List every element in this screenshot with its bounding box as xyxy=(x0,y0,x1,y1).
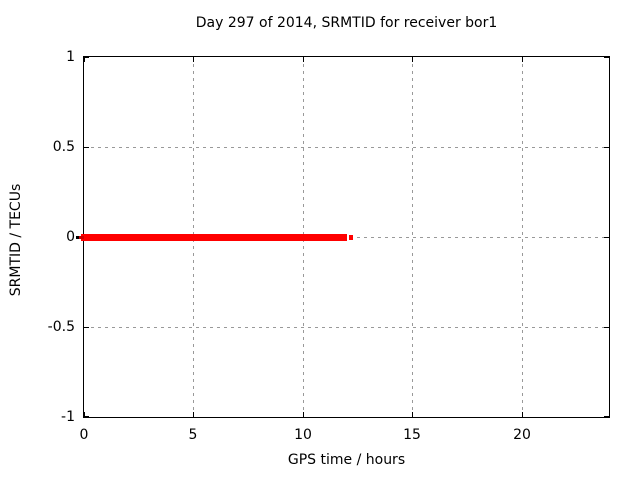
y-tick-label: 0 xyxy=(66,229,75,245)
y-tick-label: -0.5 xyxy=(47,319,75,335)
x-tick-bottom xyxy=(193,412,194,417)
x-tick-bottom xyxy=(303,412,304,417)
y-tick-right xyxy=(604,147,609,148)
x-tick-top xyxy=(193,57,194,62)
x-tick-label: 5 xyxy=(188,427,198,443)
x-axis-label: GPS time / hours xyxy=(287,452,406,468)
x-tick-bottom xyxy=(522,412,523,417)
x-tick-label: 10 xyxy=(294,427,312,443)
y-tick-left xyxy=(84,147,89,148)
y-tick-left xyxy=(84,416,89,417)
y-tick-right xyxy=(604,237,609,238)
y-tick-label: -1 xyxy=(61,409,75,425)
gridline-y xyxy=(84,147,609,148)
x-tick-top xyxy=(412,57,413,62)
x-tick-top xyxy=(522,57,523,62)
plot-area xyxy=(81,56,610,418)
y-zero-outside-tick xyxy=(76,236,84,239)
x-tick-bottom xyxy=(84,412,85,417)
x-tick-label: 20 xyxy=(513,427,531,443)
x-tick-top xyxy=(303,57,304,62)
x-tick-top xyxy=(84,57,85,62)
y-tick-left xyxy=(84,327,89,328)
x-tick-labels: 0 5 10 15 20 xyxy=(80,427,609,445)
x-tick-label: 15 xyxy=(403,427,421,443)
y-tick-labels: 1 0.5 0 -0.5 -1 xyxy=(11,0,75,480)
gridline-y xyxy=(84,327,609,328)
x-tick-label: 0 xyxy=(79,427,89,443)
series-line-segment xyxy=(349,235,353,240)
y-tick-right xyxy=(604,57,609,58)
y-tick-right xyxy=(604,327,609,328)
y-tick-left xyxy=(84,57,89,58)
y-tick-right xyxy=(604,416,609,417)
chart-title: Day 297 of 2014, SRMTID for receiver bor… xyxy=(195,15,498,31)
series-line-segment xyxy=(81,234,347,241)
x-tick-bottom xyxy=(412,412,413,417)
y-tick-label: 0.5 xyxy=(52,139,75,155)
y-tick-label: 1 xyxy=(66,49,75,65)
